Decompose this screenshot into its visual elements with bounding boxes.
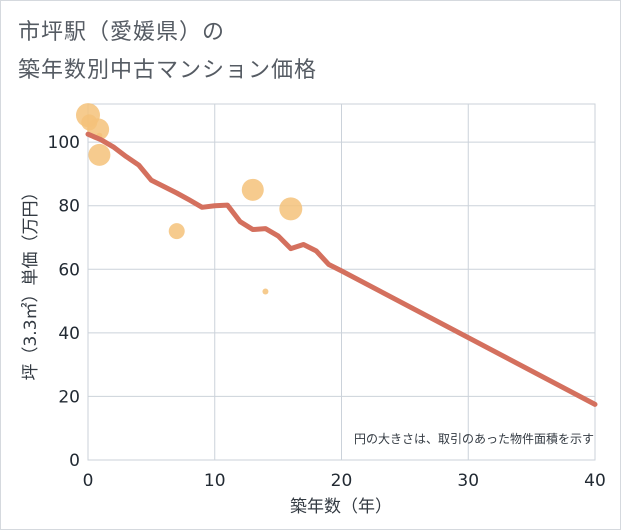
title-line-1: 市坪駅（愛媛県）の — [18, 20, 226, 45]
price-trend-line — [85, 131, 598, 407]
y-tick-label: 20 — [58, 387, 80, 407]
y-axis-label: 坪（3.3㎡）単価（万円） — [21, 183, 41, 380]
y-tick-label: 0 — [69, 451, 80, 471]
y-tick-label: 80 — [58, 197, 80, 217]
scatter-point — [241, 178, 264, 201]
x-tick-label: 0 — [83, 471, 94, 491]
x-tick-label: 10 — [204, 471, 226, 491]
y-tick-label: 100 — [48, 133, 80, 153]
y-tick-label: 40 — [58, 324, 80, 344]
scatter-point — [88, 143, 111, 166]
x-tick-label: 40 — [584, 471, 606, 491]
y-axis-ticks: 0 20 40 60 80 100 — [48, 133, 80, 471]
x-axis-ticks: 0 10 20 30 40 — [83, 471, 606, 491]
title-line-2: 築年数別中古マンション価格 — [18, 58, 318, 83]
x-tick-label: 20 — [331, 471, 353, 491]
line-series — [85, 131, 598, 407]
y-tick-label: 60 — [58, 260, 80, 280]
scatter-point — [279, 197, 303, 221]
x-tick-label: 30 — [457, 471, 479, 491]
size-annotation: 円の大きさは、取引のあった物件面積を示す — [354, 431, 594, 446]
chart-title: 市坪駅（愛媛県）の 築年数別中古マンション価格 — [18, 14, 317, 90]
scatter-point — [262, 288, 269, 295]
scatter-points — [76, 103, 303, 295]
scatter-point — [168, 223, 185, 240]
x-axis-label: 築年数（年） — [290, 497, 392, 517]
